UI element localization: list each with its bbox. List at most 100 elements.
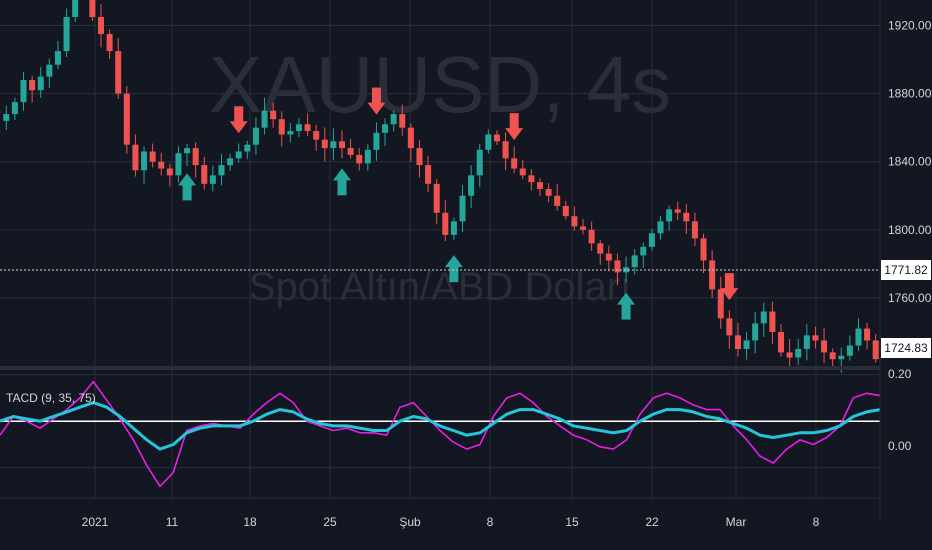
current-price-text: 1724.83 [884,341,928,355]
candle-body [132,144,139,171]
watermark-symbol: XAUUSD, 4s [209,40,671,129]
candle-body [270,110,277,120]
candle-body [709,260,716,290]
candle-body [631,255,638,268]
time-tick-label: 18 [243,515,257,529]
candle-body [3,114,10,121]
candle-body [459,195,466,222]
price-tick-label: 1760.00 [888,291,932,305]
candle-body [261,110,268,128]
candle-body [450,221,457,235]
candle-body [803,335,810,349]
candle-body [442,212,449,235]
candle-body [717,289,724,319]
candle-body [175,153,182,176]
sell-arrow [229,106,248,134]
candle-body [614,260,621,273]
candle-body [192,148,199,166]
buy-arrow [178,173,197,201]
candle-body [338,141,346,149]
candle-body [872,340,879,360]
sell-arrow-shaft [724,273,734,290]
candle-body [623,267,630,273]
sell-arrow-head [505,128,524,141]
time-axis[interactable]: 2021 11 18 25 Şub 8 15 22 Mar 8 [0,497,880,529]
candle-body [425,165,432,184]
candle-body [511,158,518,169]
candle-body [502,141,509,159]
time-tick-label: 15 [565,515,579,529]
candle-body [244,144,251,152]
candle-body [597,243,604,254]
candle-body [382,124,389,133]
sell-arrow-head [367,102,386,115]
price-candles [3,0,879,373]
candle-body [106,34,113,52]
candle-body [97,17,105,35]
pane-separator[interactable] [0,366,880,370]
candle-body [89,0,96,18]
candle-body [864,328,871,341]
candle-body [235,151,242,159]
candle-body [123,93,130,145]
candle-body [838,355,845,360]
price-axis[interactable]: 1920.00 1880.00 1840.00 1800.00 1760.00 [879,0,932,520]
candle-body [485,134,492,150]
buy-arrow [444,255,463,283]
candle-body [218,165,225,176]
sell-arrow [720,273,739,301]
candle-body [726,318,733,336]
candle-body [743,340,750,349]
sell-arrow-head [229,121,248,134]
current-price-tag-bg [881,338,931,358]
buy-arrow-head [444,255,463,268]
candle-body [201,165,208,184]
candle-body [278,119,285,135]
candle-body [209,175,216,184]
candle-body [37,76,44,91]
candle-body [166,168,173,176]
candle-body [330,141,337,149]
candle-body [476,149,483,176]
sell-arrow [505,113,524,141]
time-tick-label: 8 [813,515,820,529]
candle-body [648,233,655,247]
candle-body [580,226,587,230]
candle-body [252,127,259,145]
candle-body [657,221,664,234]
candle-body [554,195,561,206]
indicator-top-label: 0.20 [888,367,912,381]
sell-arrow-shaft [234,106,244,123]
candle-body [416,148,423,166]
candle-body [295,124,302,132]
candle-body [691,221,698,239]
buy-arrow-head [617,292,636,305]
candle-body [313,131,320,140]
candle-body [184,148,191,154]
price-tick-label: 1880.00 [888,87,932,101]
buy-arrow-shaft [449,266,459,283]
candle-body [786,352,793,358]
candle-body [588,229,595,244]
time-tick-label: Mar [726,515,747,529]
tacd-indicator [0,380,881,488]
time-tick-label: Şub [399,515,421,529]
candle-body [287,131,294,135]
candle-body [29,80,36,91]
price-tick-label: 1800.00 [888,223,932,237]
candle-body [115,51,122,94]
candle-body [72,0,79,18]
crosshair-price-tag-bg [881,260,931,280]
time-tick-label: 22 [645,515,659,529]
candle-body [407,127,414,149]
candle-body [829,352,836,360]
candle-body [356,154,363,164]
candle-body [519,168,526,176]
candle-body [666,209,673,222]
sell-arrow-shaft [371,87,381,104]
candle-body [821,340,828,353]
price-tick-label: 1920.00 [888,19,932,33]
indicator-label: TACD (9, 35, 75) [6,391,96,405]
